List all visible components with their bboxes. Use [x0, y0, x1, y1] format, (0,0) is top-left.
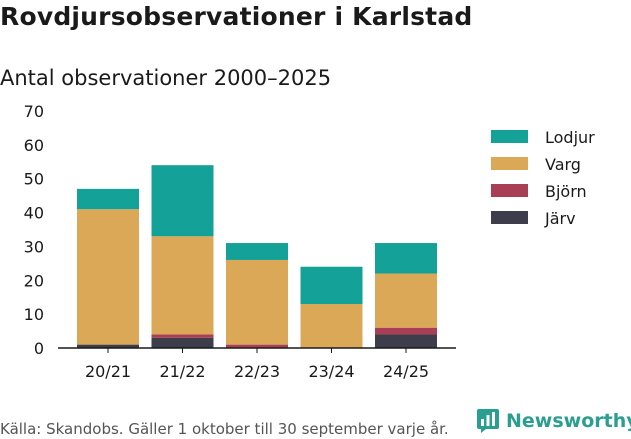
- source-note: Källa: Skandobs. Gäller 1 oktober till 3…: [0, 420, 449, 438]
- y-tick-label: 0: [34, 339, 44, 358]
- legend-swatch: [491, 184, 528, 197]
- bar-segment-varg: [151, 236, 214, 335]
- bar-segment-lodjur: [226, 243, 288, 260]
- legend-label: Lodjur: [545, 128, 595, 147]
- chart-subtitle: Antal observationer 2000–2025: [0, 66, 332, 90]
- bar-segment-järv: [375, 334, 437, 348]
- legend-label: Varg: [545, 155, 581, 174]
- x-tick-label: 23/24: [308, 362, 354, 381]
- legend-swatch: [491, 211, 528, 224]
- legend-label: Björn: [545, 182, 587, 201]
- bar-segment-järv: [151, 337, 214, 348]
- x-tick-label: 21/22: [159, 362, 205, 381]
- y-tick-label: 40: [24, 204, 44, 223]
- y-tick-label: 20: [24, 271, 44, 290]
- stacked-bar-chart: 0 10 20 30 40 50 60 70 20/21 21/22 22/23 23/24 24/25…: [24, 102, 596, 381]
- y-tick-label: 60: [24, 136, 44, 155]
- legend-swatch: [491, 130, 528, 143]
- x-tick-label: 24/25: [383, 362, 429, 381]
- chart-title: Rovdjursobservationer i Karlstad: [0, 2, 473, 31]
- bar-segment-lodjur: [77, 188, 139, 210]
- legend-swatch: [491, 157, 528, 170]
- bar-segment-varg: [77, 209, 139, 345]
- bar-segment-björn: [151, 334, 214, 338]
- legend-label: Järv: [544, 209, 576, 228]
- bar-segment-varg: [300, 303, 363, 348]
- x-tick-label: 20/21: [85, 362, 131, 381]
- bar-segment-järv: [77, 344, 139, 348]
- bar-segment-varg: [375, 273, 437, 328]
- brand-logo: Newsworthy: [476, 408, 631, 434]
- x-tick-label: 22/23: [234, 362, 280, 381]
- y-tick-label: 70: [24, 102, 44, 121]
- bar-segment-varg: [226, 259, 288, 345]
- brand-name: Newsworthy: [506, 410, 631, 432]
- y-tick-label: 50: [24, 170, 44, 189]
- newsworthy-logo-icon: [477, 409, 499, 433]
- bar-segment-lodjur: [300, 266, 363, 304]
- y-tick-label: 30: [24, 237, 44, 256]
- bar-segment-lodjur: [375, 243, 437, 274]
- bar-segment-björn: [226, 344, 288, 348]
- y-tick-label: 10: [24, 305, 44, 324]
- bar-segment-björn: [375, 327, 437, 335]
- bar-segment-lodjur: [151, 165, 214, 237]
